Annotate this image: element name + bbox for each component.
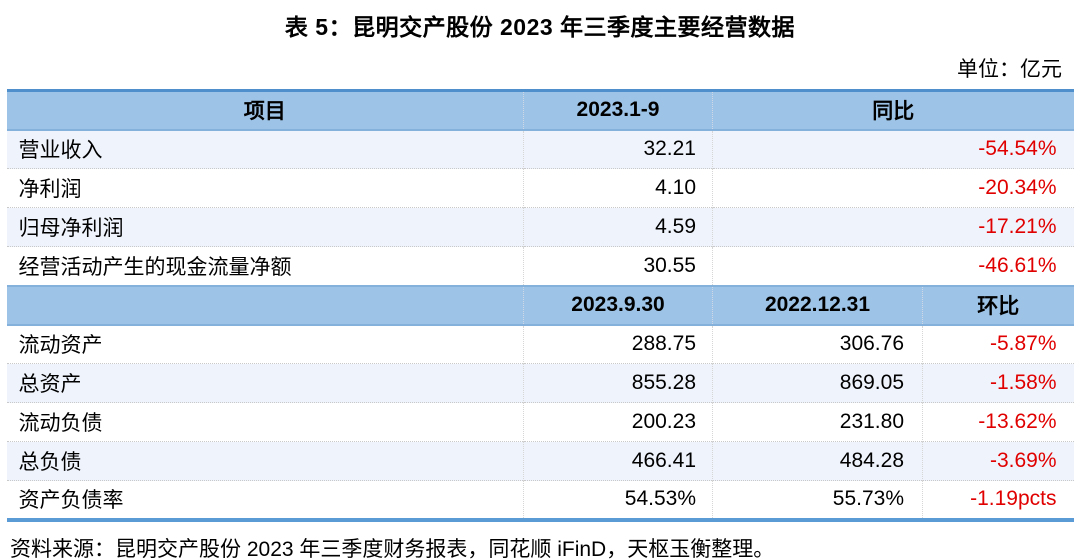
row-item-label: 资产负债率 [6, 480, 524, 520]
row-item-label: 流动资产 [18, 334, 103, 358]
table-row: 经营活动产生的现金流量净额 30.55 -46.61% [6, 246, 1074, 286]
row-date2-value: 306.76 [712, 324, 923, 364]
table-row: 总负债 466.41 484.28 -3.69% [6, 441, 1074, 481]
row-qoq-value: -13.62% [922, 402, 1074, 442]
header-date-2023-9-30: 2023.9.30 [523, 285, 713, 325]
row-item-label: 总资产 [6, 363, 524, 403]
header-date-2022-12-31: 2022.12.31 [712, 285, 923, 325]
table-title: 表 5：昆明交产股份 2023 年三季度主要经营数据 [284, 14, 796, 40]
row-yoy-value: -54.54% [712, 129, 1074, 169]
row-period-value: 32.21 [523, 129, 713, 169]
row-item-label: 营业收入 [18, 139, 103, 163]
table-header-part2: 2023.9.30 2022.12.31 环比 [6, 285, 1074, 325]
row-date2-value: 484.28 [712, 441, 923, 481]
row-date2-value: 869.05 [712, 363, 923, 403]
table-row: 资产负债率 54.53% 55.73% -1.19pcts [6, 480, 1074, 520]
row-qoq-value: -5.87% [922, 324, 1074, 364]
row-date1-value: 54.53% [523, 480, 713, 520]
header-item: 项目 [6, 90, 524, 130]
table-row: 归母净利润 4.59 -17.21% [6, 207, 1074, 247]
row-item-label: 总负债 [6, 441, 524, 481]
table-body-part2: 流动资产 288.75 306.76 -5.87% 总资产 855.28 869… [6, 324, 1074, 520]
row-period-value: 4.59 [523, 207, 713, 247]
row-period-value: 30.55 [523, 246, 713, 286]
row-item-label: 经营活动产生的现金流量净额 [6, 246, 524, 286]
row-qoq-value: -3.69% [922, 441, 1074, 481]
table-header-part1: 项目 2023.1-9 同比 [6, 90, 1074, 130]
header-row-part2: 2023.9.30 2022.12.31 环比 [6, 285, 1074, 325]
unit-note: 单位：亿元 [957, 58, 1062, 81]
row-date2-value: 231.80 [712, 402, 923, 442]
row-item-label: 流动负债 [6, 402, 524, 442]
header-period-2023-1-9: 2023.1-9 [523, 90, 713, 130]
row-date1-value: 200.23 [523, 402, 713, 442]
row-item-label: 归母净利润 [6, 207, 524, 247]
row-date2-value: 55.73% [712, 480, 923, 520]
header-item-empty [6, 285, 524, 325]
source-note: 资料来源：昆明交产股份 2023 年三季度财务报表，同花顺 iFinD，天枢玉衡… [10, 537, 775, 559]
row-date1-value: 466.41 [523, 441, 713, 481]
table-row: 流动负债 200.23 231.80 -13.62% [6, 402, 1074, 442]
table-body-part1: 营业收入 32.21 -54.54% 净利润 4.10 -20.34% 归母净利… [6, 129, 1074, 286]
row-item-label: 净利润 [6, 168, 524, 208]
header-row-part1: 项目 2023.1-9 同比 [6, 90, 1074, 130]
row-yoy-value: -20.34% [712, 168, 1074, 208]
financial-table: 项目 2023.1-9 同比 营业收入 32.21 -54.54% 净利润 4.… [6, 89, 1074, 522]
row-yoy-value: -17.21% [712, 207, 1074, 247]
row-yoy-value: -46.61% [712, 246, 1074, 286]
table-row: 总资产 855.28 869.05 -1.58% [6, 363, 1074, 403]
header-qoq: 环比 [922, 285, 1074, 325]
row-qoq-value: -1.58% [922, 363, 1074, 403]
table-row: 营业收入 32.21 -54.54% [6, 129, 1074, 169]
table-row: 净利润 4.10 -20.34% [6, 168, 1074, 208]
row-qoq-value: -1.19pcts [922, 480, 1074, 520]
row-date1-value: 288.75 [523, 324, 713, 364]
table-row: 流动资产 288.75 306.76 -5.87% [7, 324, 1074, 364]
row-date1-value: 855.28 [523, 363, 713, 403]
header-yoy: 同比 [712, 90, 1074, 130]
row-period-value: 4.10 [523, 168, 713, 208]
